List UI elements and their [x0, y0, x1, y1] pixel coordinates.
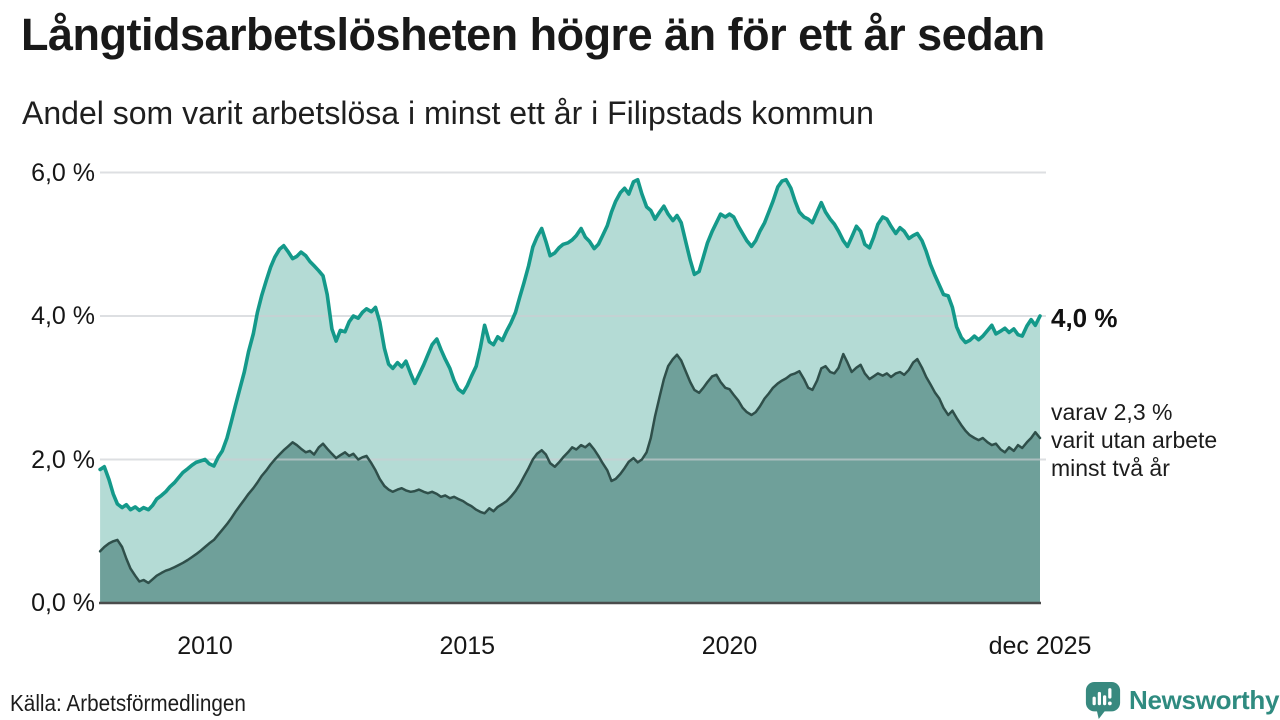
annotation-line: minst två år [1051, 455, 1170, 481]
newsworthy-logo[interactable]: Newsworthy [1084, 680, 1279, 720]
unemployed-2yr-line [98, 352, 1042, 585]
y-tick-label: 4,0 % [31, 302, 95, 330]
latest-value-label-1yr: 4,0 % [1051, 303, 1118, 333]
latest-value-label-2yr: varav 2,3 % varit utan arbete minst två … [1051, 398, 1217, 482]
annotation-line: varit utan arbete [1051, 427, 1218, 453]
chart-subtitle: Andel som varit arbetslösa i minst ett å… [22, 95, 874, 131]
unemployed-1yr-line [98, 177, 1042, 513]
x-tick-label: dec 2025 [988, 632, 1092, 660]
unemployed-2yr-area [100, 354, 1041, 603]
y-tick-label: 6,0 % [31, 158, 95, 187]
brand-name: Newsworthy [1129, 684, 1280, 715]
x-tick-label: 2020 [701, 632, 758, 660]
source-note: Källa: Arbetsförmedlingen [10, 690, 246, 716]
y-tick-label: 2,0 % [31, 445, 95, 474]
y-tick-label: 0,0 % [31, 589, 95, 617]
newsworthy-logo-icon [1084, 680, 1122, 720]
x-tick-label: 2010 [177, 632, 233, 660]
chart-title: Långtidsarbetslösheten högre än för ett … [21, 9, 1045, 60]
x-tick-label: 2015 [439, 632, 496, 660]
annotation-line: varav 2,3 % [1051, 399, 1173, 425]
